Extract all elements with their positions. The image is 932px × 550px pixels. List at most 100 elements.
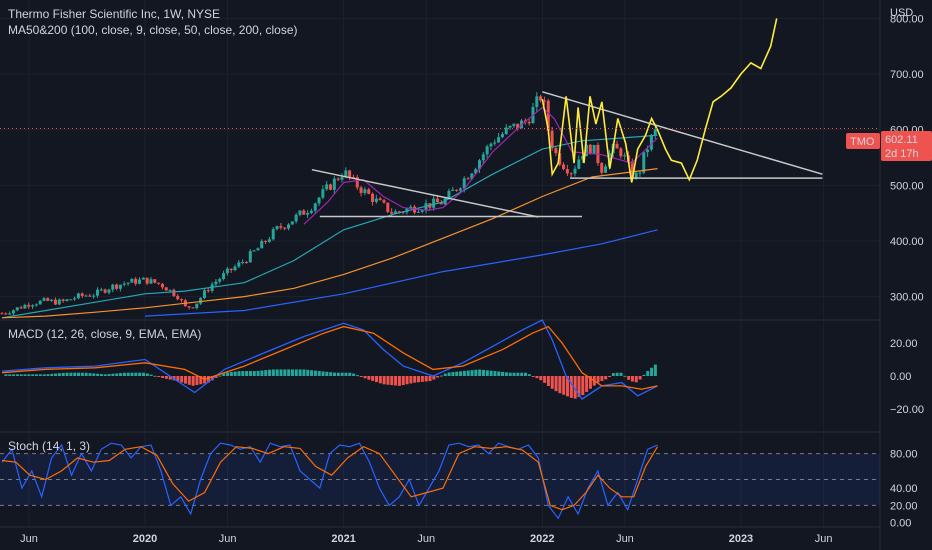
candle-body xyxy=(103,289,107,293)
price-scale[interactable]: 800.00700.00600.00500.00400.00300.0020.0… xyxy=(890,13,924,529)
candle-body xyxy=(271,229,275,240)
candle-body xyxy=(493,142,497,144)
macd-histogram-bar xyxy=(141,372,145,376)
candle-body xyxy=(195,303,199,309)
candle-body xyxy=(256,248,260,251)
macd-histogram-bar xyxy=(485,370,489,376)
candle-body xyxy=(508,125,512,128)
candle-body xyxy=(577,159,581,169)
macd-histogram-bar xyxy=(61,372,65,376)
last-price-tag[interactable]: TMO 602.11 2d 17h xyxy=(846,131,932,161)
macd-histogram-bar xyxy=(363,376,367,379)
macd-histogram-bar xyxy=(497,371,501,376)
macd-histogram-bar xyxy=(386,376,390,385)
candle-body xyxy=(267,239,271,242)
macd-histogram-bar xyxy=(543,376,547,383)
candle-body xyxy=(279,226,283,228)
macd-histogram-bar xyxy=(206,376,210,383)
candle-body xyxy=(46,298,50,301)
macd-histogram-bar xyxy=(504,372,508,376)
macd-histogram-bar xyxy=(218,375,222,377)
candle-body xyxy=(374,198,378,202)
macd-histogram-bar xyxy=(122,372,126,376)
macd-histogram-bar xyxy=(15,374,19,376)
macd-histogram-bar xyxy=(38,374,42,376)
macd-histogram-bar xyxy=(298,369,302,376)
candle-body xyxy=(302,210,306,215)
macd-histogram-bar xyxy=(638,376,642,380)
candle-body xyxy=(244,262,248,264)
time-tick-label: Jun xyxy=(20,533,38,545)
macd-histogram-bar xyxy=(199,376,203,385)
candle-body xyxy=(344,170,348,178)
macd-histogram-bar xyxy=(371,376,375,381)
macd-histogram-bar xyxy=(119,373,123,376)
macd-histogram-bar xyxy=(604,376,608,380)
macd-histogram-bar xyxy=(195,376,199,385)
candle-body xyxy=(283,227,287,229)
candle-body xyxy=(539,96,543,101)
macd-histogram-bar xyxy=(653,364,657,376)
macd-line xyxy=(1,325,658,390)
candle-body xyxy=(317,197,321,204)
macd-histogram-bar xyxy=(241,371,245,376)
macd-histogram-bar xyxy=(19,374,23,376)
candle-body xyxy=(130,278,134,283)
macd-histogram-bar xyxy=(439,375,443,377)
time-scale[interactable]: Jun 2020 Jun 2021 Jun 2022 Jun 2023 Jun xyxy=(20,533,832,545)
candle-body xyxy=(592,144,596,154)
candle-body xyxy=(355,177,359,188)
candle-body xyxy=(413,206,417,213)
macd-histogram-bar xyxy=(245,371,249,376)
macd-histogram-bar xyxy=(588,376,592,389)
macd-histogram-bar xyxy=(459,371,463,376)
macd-histogram-bar xyxy=(50,373,54,376)
price-panel[interactable] xyxy=(0,18,880,319)
macd-panel[interactable] xyxy=(1,319,658,400)
macd-histogram-bar xyxy=(80,372,84,376)
candle-body xyxy=(363,189,367,193)
macd-histogram-bar xyxy=(527,374,531,376)
candle-body xyxy=(115,284,119,289)
macd-histogram-bar xyxy=(608,376,612,377)
macd-histogram-bar xyxy=(222,373,226,376)
time-tick-label: 2023 xyxy=(729,533,753,545)
macd-histogram-bar xyxy=(436,376,440,378)
candle-body xyxy=(588,144,592,154)
macd-histogram-bar xyxy=(546,376,550,387)
macd-histogram-bar xyxy=(77,372,81,376)
macd-histogram-bar xyxy=(302,369,306,376)
last-price-value: 602.11 xyxy=(885,134,918,146)
macd-histogram-bar xyxy=(646,370,650,376)
macd-histogram-bar xyxy=(4,374,8,376)
candle-body xyxy=(31,305,35,307)
macd-histogram-bar xyxy=(344,372,348,376)
stoch-panel[interactable] xyxy=(0,442,880,520)
macd-histogram-bar xyxy=(237,371,241,376)
macd-histogram-bar xyxy=(12,374,16,376)
candle-body xyxy=(642,152,646,173)
macd-histogram-bar xyxy=(520,372,524,376)
macd-histogram-bar xyxy=(23,374,27,376)
stoch-tick-label: 20.00 xyxy=(890,500,918,512)
candle-body xyxy=(504,127,508,134)
macd-histogram-bar xyxy=(325,371,329,376)
macd-histogram-bar xyxy=(478,369,482,376)
candle-body xyxy=(584,144,588,157)
macd-histogram-bar xyxy=(336,372,340,376)
moving-average-line xyxy=(1,134,658,319)
candle-body xyxy=(542,100,546,102)
candle-body xyxy=(497,137,501,143)
macd-histogram-bar xyxy=(611,373,615,376)
candle-body xyxy=(168,289,172,291)
macd-histogram-bar xyxy=(35,374,39,376)
macd-histogram-bar xyxy=(630,376,634,382)
candle-body xyxy=(604,166,608,173)
macd-histogram-bar xyxy=(164,376,168,379)
candle-body xyxy=(176,295,180,300)
candle-body xyxy=(294,214,298,222)
macd-histogram-bar xyxy=(585,376,589,392)
macd-histogram-bar xyxy=(88,373,92,376)
candle-body xyxy=(0,313,4,315)
